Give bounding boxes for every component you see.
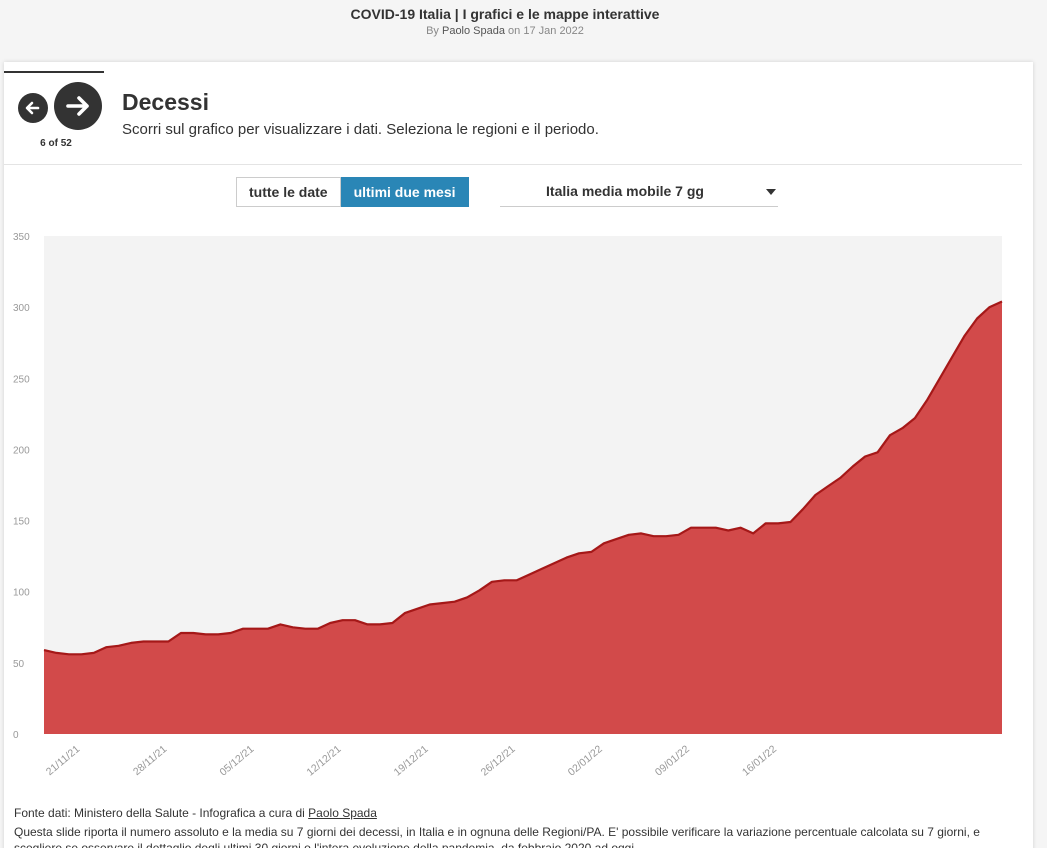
y-tick-label: 100 — [13, 588, 30, 599]
arrow-left-icon — [25, 101, 40, 115]
y-tick-label: 250 — [13, 374, 30, 385]
x-tick-label: 28/11/21 — [131, 743, 170, 778]
progress-line — [4, 71, 104, 73]
author-link[interactable]: Paolo Spada — [441, 25, 505, 37]
y-tick-label: 150 — [13, 517, 30, 528]
page-title: COVID-19 Italia | I grafici e le mappe i… — [350, 6, 660, 22]
arrow-right-icon — [66, 96, 89, 116]
data-source-text: Fonte dati: Ministero della Salute - Inf… — [14, 806, 305, 820]
x-tick-label: 02/01/22 — [566, 743, 605, 779]
y-tick-label: 0 — [13, 730, 19, 741]
slide-counter: 6 of 52 — [40, 138, 72, 149]
caret-down-icon — [766, 189, 776, 195]
y-tick-label: 300 — [13, 303, 30, 314]
x-tick-label: 05/12/21 — [217, 743, 256, 779]
byline: By Paolo Spada on 17 Jan 2022 — [0, 25, 1010, 37]
x-tick-label: 26/12/21 — [479, 743, 518, 779]
x-tick-label: 21/11/21 — [44, 743, 83, 778]
next-slide-button[interactable] — [54, 82, 102, 130]
publish-date: 17 Jan 2022 — [523, 25, 584, 37]
x-tick-label: 16/01/22 — [740, 743, 779, 779]
source-author-link[interactable]: Paolo Spada — [308, 806, 377, 820]
slide-title: Decessi — [122, 89, 209, 115]
region-select-value: Italia media mobile 7 gg — [546, 183, 704, 199]
x-tick-label: 12/12/21 — [305, 743, 344, 779]
deaths-line — [43, 300, 1003, 656]
data-source: Fonte dati: Ministero della Salute - Inf… — [14, 806, 377, 820]
header-divider — [4, 164, 1022, 165]
x-tick-label: 19/12/21 — [392, 743, 431, 779]
deaths-area-chart[interactable]: 0 50 100 150 200 250 300 350 21/11/21 28/11/21 05/… — [0, 222, 1047, 792]
slide-description: Questa slide riporta il numero assoluto … — [14, 825, 980, 848]
last-two-months-button[interactable]: ultimi due mesi — [340, 177, 469, 207]
y-tick-label: 350 — [13, 232, 30, 243]
x-tick-label: 09/01/22 — [653, 743, 692, 779]
y-tick-label: 200 — [13, 445, 30, 456]
y-tick-label: 50 — [13, 659, 25, 670]
page-header: COVID-19 Italia | I grafici e le mappe i… — [0, 0, 1047, 62]
slide-navigation: 6 of 52 — [18, 82, 108, 152]
slide-subtitle: Scorri sul grafico per visualizzare i da… — [122, 121, 599, 138]
date-range-toggle: tutte le date ultimi due mesi — [236, 177, 469, 207]
previous-slide-button[interactable] — [18, 93, 48, 123]
region-select[interactable]: Italia media mobile 7 gg — [500, 177, 778, 207]
all-dates-button[interactable]: tutte le date — [236, 177, 341, 207]
byline-prefix: By — [426, 25, 439, 37]
byline-date-prefix: on — [508, 25, 521, 37]
